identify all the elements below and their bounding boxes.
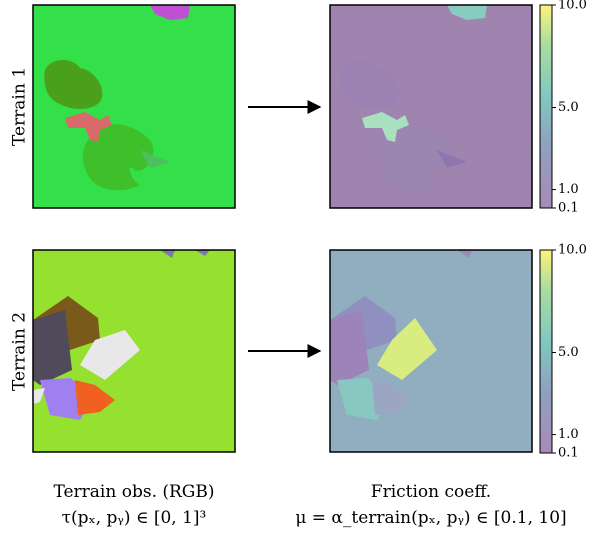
colorbar-tick-label: 1.0	[558, 427, 579, 442]
colorbar-tick-label: 5.0	[558, 100, 579, 115]
terrain-1-rgb	[32, 4, 236, 209]
terrain-2-friction	[329, 249, 533, 453]
caption-formula: τ(pₓ, pᵧ) ∈ [0, 1]³	[62, 508, 207, 528]
colorbar-tick-label: 10.0	[558, 243, 587, 258]
caption-title: Friction coeff.	[371, 482, 491, 502]
colorbar	[539, 249, 553, 454]
caption-title: Terrain obs. (RGB)	[53, 482, 214, 502]
row-label: Terrain 2	[10, 312, 30, 391]
row-label: Terrain 1	[10, 67, 30, 146]
colorbar-tick-label: 1.0	[558, 182, 579, 197]
colorbar-tick-label: 0.1	[558, 201, 579, 216]
colorbar	[539, 4, 553, 209]
colorbar-tick-label: 0.1	[558, 446, 579, 461]
terrain-2-rgb	[32, 249, 236, 453]
terrain-1-friction	[329, 4, 533, 209]
colorbar-tick-label: 5.0	[558, 345, 579, 360]
colorbar-tick-label: 10.0	[558, 0, 587, 13]
caption-formula: μ = α_terrain(pₓ, pᵧ) ∈ [0.1, 10]	[295, 508, 566, 528]
